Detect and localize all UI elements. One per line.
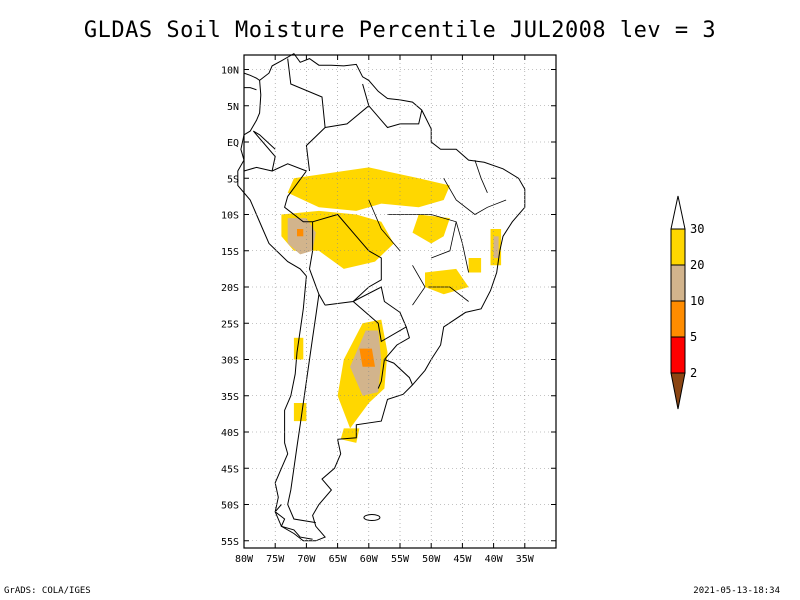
footer-credit: GrADS: COLA/IGES [4,586,91,596]
border-3 [368,105,423,129]
colorbar-segment [670,228,686,266]
lon-label: 50W [422,554,441,565]
lon-label: 65W [329,554,348,565]
region-patagonia-west [293,403,307,422]
border-9 [325,286,407,343]
lat-label: 5S [227,174,239,185]
state-line-4 [412,265,426,306]
lon-label: 35W [516,554,535,565]
lon-label: 60W [360,554,379,565]
border-10 [383,326,413,386]
border-11 [377,359,385,389]
border-12 [287,294,320,524]
border-8 [308,221,326,306]
region-minas-dry [425,268,469,295]
panama-coast [243,72,260,81]
lon-label: 70W [297,554,316,565]
south-america-coastline [237,52,526,542]
lat-label: 55S [221,537,239,548]
state-line-6 [443,178,507,215]
falkland-islands [363,514,381,522]
lon-label: 45W [453,554,472,565]
lon-label: 80W [235,554,254,565]
colorbar-top-arrow [670,195,686,230]
axis-labels: 10N 5N EQ 5S 10S 15S 20S 25S 30S 35S 40S 45S 50S 55S 8… [221,55,556,565]
region-central-brazil [412,214,450,244]
lat-label: EQ [227,138,239,149]
lon-label: 75W [266,554,285,565]
state-line-2 [431,221,457,259]
colorbar-label: 30 [690,222,704,236]
border-4 [253,130,276,150]
colorbar-segment [670,300,686,338]
lon-label: 40W [485,554,504,565]
colorbar: 30 20 10 5 2 [670,195,704,410]
border-5 [243,130,276,172]
state-line-7 [474,159,488,193]
lat-label: 10S [221,211,239,222]
map-title: GLDAS Soil Moisture Percentile JUL2008 l… [83,18,717,43]
colorbar-label: 20 [690,258,704,272]
lat-label: 10N [221,66,239,77]
lat-label: 35S [221,392,239,403]
map-border [243,54,557,549]
footer-timestamp: 2021-05-13-18:34 [693,586,780,596]
lat-label: 30S [221,356,239,367]
region-argentina-orange [359,348,375,367]
percentile-regions [281,167,502,443]
border-2 [325,83,370,128]
region-bahia-coast-core [493,236,499,258]
region-chile-central [293,337,304,360]
lat-label: 15S [221,247,239,258]
state-line-5 [368,199,401,252]
border-6 [271,163,313,223]
panama-coast-south [244,87,257,91]
lat-label: 20S [221,283,239,294]
region-bolivia-core-orange [297,229,304,237]
state-line-3 [428,286,469,302]
lat-label: 25S [221,319,239,330]
map-frame [243,54,557,549]
colorbar-bottom-arrow [670,372,686,410]
lon-label: 55W [391,554,410,565]
colorbar-label: 2 [690,366,697,380]
colorbar-label: 10 [690,294,704,308]
region-ne-brazil-spot [468,258,482,273]
lat-label: 50S [221,501,239,512]
border-7 [312,213,382,302]
colorbar-segment [670,264,686,302]
lat-label: 40S [221,428,239,439]
region-patagonia-spot [340,428,360,443]
colorbar-segment [670,336,686,374]
region-amazon-dry-band [287,167,450,211]
map-grid [243,55,556,548]
lat-label: 45S [221,464,239,475]
coastline [237,52,526,542]
lat-label: 5N [227,102,239,113]
border-1 [287,58,326,172]
colorbar-label: 5 [690,330,697,344]
